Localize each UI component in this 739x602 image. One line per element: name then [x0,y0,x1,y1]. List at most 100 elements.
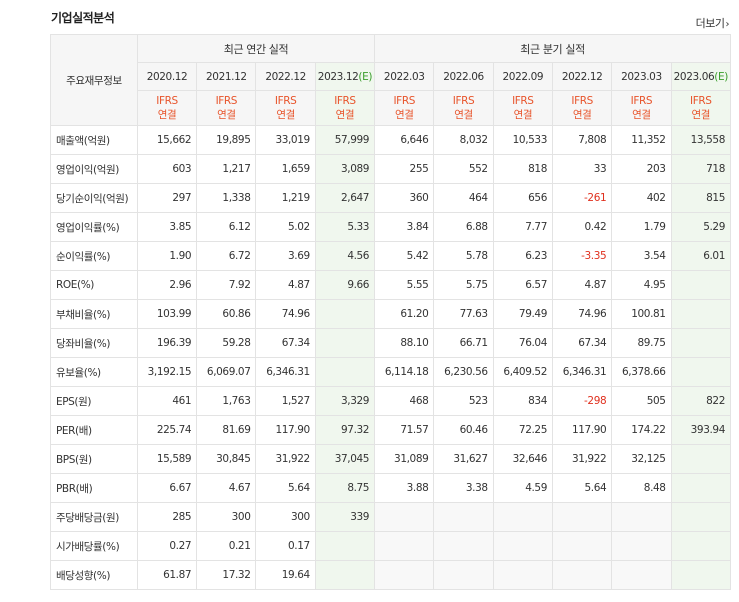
table-cell: 81.69 [196,415,257,445]
table-row: 시가배당률(%) 0.27 0.21 0.17 [50,531,732,561]
ifrs-text: IFRS [512,95,534,107]
table-cell [314,560,376,590]
table-row: EPS(원) 461 1,763 1,527 3,329 468 523 834 -298 505… [50,386,732,416]
table-cell: 203 [611,154,672,184]
table-cell: 5.42 [374,241,435,271]
table-cell [314,299,376,329]
period-date: 2023.12(E) [314,62,376,91]
period-date-text: 2022.03 [383,70,425,83]
table-cell: 117.90 [551,415,613,445]
table-cell [611,560,672,590]
table-cell [433,502,494,532]
table-cell [670,270,732,300]
table-cell: 297 [136,183,198,213]
table-cell: 60.86 [196,299,257,329]
row-label: 당좌비율(%) [50,328,138,358]
table-cell: 552 [433,154,494,184]
row-label: 당기순이익(억원) [50,183,138,213]
table-cell: 1,338 [196,183,257,213]
table-cell: 3,329 [314,386,376,416]
ifrs-label: IFRS 연결 [136,90,198,126]
ifrs-text: IFRS [630,95,653,107]
table-cell [611,531,672,561]
table-cell: 13,558 [670,125,732,155]
table-cell: 60.46 [433,415,494,445]
table-cell: 2.96 [136,270,198,300]
ifrs-text: IFRS [571,95,593,107]
table-cell: 17.32 [196,560,257,590]
table-cell: 103.99 [136,299,198,329]
annual-group-header: 최근 연간 실적 [136,34,376,63]
table-cell: 1,659 [255,154,316,184]
ifrs-label: IFRS 연결 [433,90,494,126]
table-row: 배당성향(%) 61.87 17.32 19.64 [50,560,732,590]
table-row: 매출액(억원) 15,662 19,895 33,019 57,999 6,646 8,03… [50,125,732,155]
table-cell: 6,346.31 [255,357,316,387]
table-cell: 8.75 [314,473,376,503]
table-cell: 3.69 [255,241,316,271]
consolidated-text: 연결 [276,109,295,121]
table-row: PBR(배) 6.67 4.67 5.64 8.75 3.88 3.38 4.59 5.64 8.… [50,473,732,503]
table-cell: 402 [611,183,672,213]
period-date: 2021.12 [196,62,257,91]
table-cell: 468 [374,386,435,416]
table-cell: 6,378.66 [611,357,672,387]
table-cell: 97.32 [314,415,376,445]
table-cell: 6,230.56 [433,357,494,387]
table-cell: 3,192.15 [136,357,198,387]
table-cell: 255 [374,154,435,184]
table-cell: 4.59 [492,473,553,503]
row-label: 시가배당률(%) [50,531,138,561]
table-cell [551,531,613,561]
table-cell: 8.48 [611,473,672,503]
table-row: ROE(%) 2.96 7.92 4.87 9.66 5.55 5.75 6.57 4.87 4.… [50,270,732,300]
table-cell: 2,647 [314,183,376,213]
table-cell: 0.17 [255,531,316,561]
more-link[interactable]: 더보기› [695,15,730,31]
table-cell: 1,217 [196,154,257,184]
table-cell: 0.21 [196,531,257,561]
table-cell [492,531,553,561]
table-cell: 0.27 [136,531,198,561]
table-cell: 5.02 [255,212,316,242]
table-cell: 5.55 [374,270,435,300]
row-label: 유보율(%) [50,357,138,387]
table-cell: 822 [670,386,732,416]
table-cell [670,444,732,474]
table-cell: 1.79 [611,212,672,242]
period-date-text: 2023.06 [673,70,715,83]
table-cell: 1,219 [255,183,316,213]
table-cell: 15,589 [136,444,198,474]
table-cell [433,560,494,590]
table-cell: 300 [196,502,257,532]
ifrs-label: IFRS 연결 [611,90,672,126]
table-cell: 3.84 [374,212,435,242]
row-label: ROE(%) [50,270,138,300]
table-cell: 3.38 [433,473,494,503]
row-label: 순이익률(%) [50,241,138,271]
table-cell: 174.22 [611,415,672,445]
table-cell: 464 [433,183,494,213]
table-cell: 6.01 [670,241,732,271]
table-row: 영업이익(억원) 603 1,217 1,659 3,089 255 552 818 33 203… [50,154,732,184]
table-cell [314,357,376,387]
row-label: 영업이익(억원) [50,154,138,184]
ifrs-row: IFRS 연결 IFRS 연결 IFRS 연결 IFRS 연결 IFRS 연결 IFRS 연결 IFRS… [51,90,732,126]
table-row: 유보율(%) 3,192.15 6,069.07 6,346.31 6,114.18 6,… [50,357,732,387]
table-cell: 15,662 [136,125,198,155]
period-date-text: 2021.12 [206,70,247,83]
table-cell: 30,845 [196,444,257,474]
ifrs-text: IFRS [274,95,297,107]
period-date-text: 2023.12 [317,70,359,83]
table-cell: 300 [255,502,316,532]
table-cell: 523 [433,386,494,416]
table-cell: 5.64 [255,473,316,503]
row-label: 부채비율(%) [50,299,138,329]
table-cell: 19.64 [255,560,316,590]
table-cell: -298 [551,386,613,416]
table-cell: 4.87 [551,270,613,300]
period-date: 2020.12 [136,62,198,91]
table-cell: 225.74 [136,415,198,445]
more-link-label: 더보기 [695,17,725,30]
period-date-text: 2022.06 [443,70,484,83]
